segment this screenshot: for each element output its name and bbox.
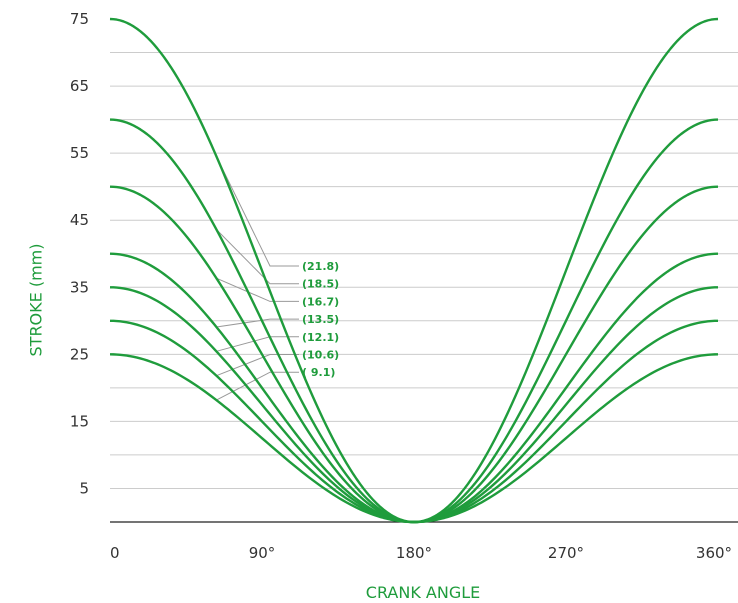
curve-annotation: ( 9.1): [302, 366, 335, 379]
y-tick-labels: 5 15 25 35 45 55 65 75: [70, 10, 89, 497]
y-axis-label: STROKE (mm): [27, 244, 46, 357]
annotation-leader: [216, 277, 299, 302]
stroke-curve: [109, 353, 719, 524]
x-axis-label: CRANK ANGLE: [366, 583, 480, 602]
y-tick-label: 25: [70, 345, 89, 363]
annotation-leaders: [215, 156, 299, 401]
x-tick-label: 360°: [696, 544, 732, 562]
y-tick-label: 75: [70, 10, 89, 28]
curve-annotation: (21.8): [302, 260, 339, 273]
x-tick-label: 0: [110, 544, 120, 562]
annotation-leader: [216, 354, 299, 377]
curve-annotation: (10.6): [302, 349, 339, 362]
curve-annotation: (16.7): [302, 295, 339, 308]
y-tick-label: 5: [79, 479, 89, 497]
y-tick-label: 55: [70, 144, 89, 162]
y-tick-label: 35: [70, 278, 89, 296]
annotation-leader: [216, 229, 299, 285]
annotation-leader: [215, 156, 299, 267]
y-tick-label: 65: [70, 77, 89, 95]
y-tick-label: 15: [70, 412, 89, 430]
y-tick-label: 45: [70, 211, 89, 229]
stroke-curves: [109, 17, 719, 524]
x-tick-label: 90°: [249, 544, 276, 562]
curve-annotation: (13.5): [302, 313, 339, 326]
curve-annotation: (12.1): [302, 331, 339, 344]
annotation-leader: [216, 371, 299, 401]
x-tick-label: 180°: [396, 544, 432, 562]
x-tick-label: 270°: [548, 544, 584, 562]
stroke-curve: [109, 17, 719, 524]
curve-annotation: (18.5): [302, 278, 339, 291]
annotation-leader: [216, 318, 299, 328]
stroke-curve: [109, 286, 719, 524]
annotation-labels: (21.8) (18.5) (16.7) (13.5) (12.1) (10.6) ( 9.…: [302, 260, 339, 379]
gridlines: [110, 52, 738, 489]
x-tick-labels: 0 90° 180° 270° 360°: [110, 544, 732, 562]
